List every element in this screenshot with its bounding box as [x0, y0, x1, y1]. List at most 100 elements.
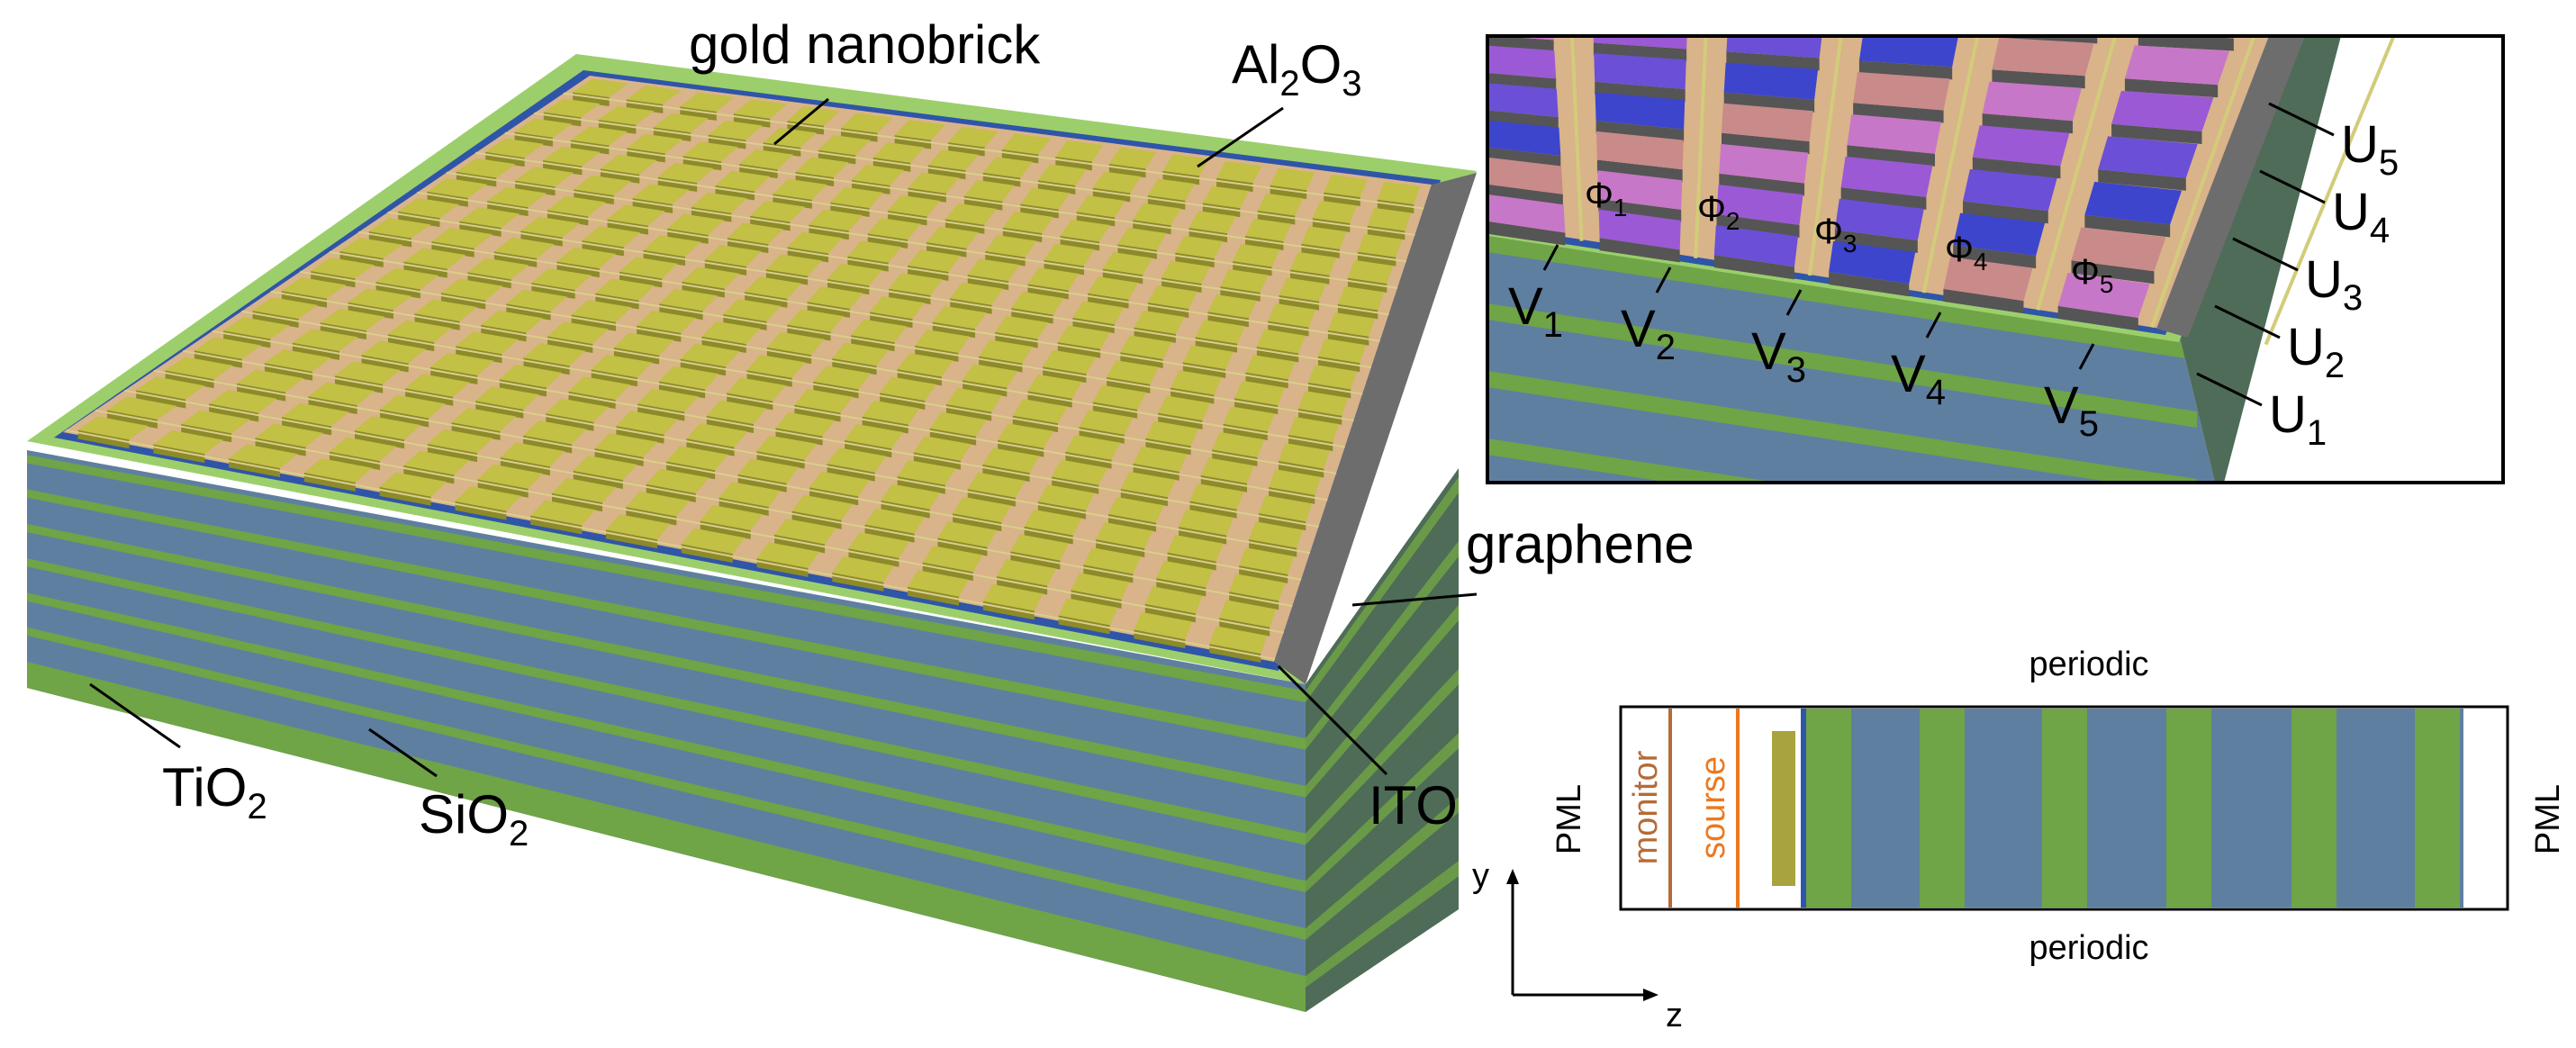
inset-brick-side [1972, 157, 2061, 179]
nanobrick [1259, 495, 1313, 522]
tio2-side-stripe [1306, 668, 1459, 845]
axes: y z [1472, 857, 1683, 1034]
inset-nanobrick [1487, 157, 1563, 194]
nanobrick [1083, 547, 1142, 574]
inset-nanobrick [1452, 0, 1551, 2]
nanobrick [292, 329, 358, 351]
label-gold-nanobrick: gold nanobrick [689, 14, 1041, 75]
nanobrick [626, 86, 682, 104]
inset-nanobrick [2192, 36, 2235, 39]
nanobrick [574, 175, 632, 196]
nanobrick [1216, 160, 1262, 184]
nanobrick [571, 300, 632, 322]
nanobrick [1055, 140, 1104, 162]
nanobrick [355, 416, 421, 440]
nanobrick [1147, 178, 1195, 201]
nanobrick [1209, 626, 1267, 654]
nanobrick [282, 402, 349, 427]
nanobrick [963, 180, 1015, 202]
nanobrick [451, 407, 517, 431]
nanobrick [1092, 171, 1141, 194]
nanobrick [456, 331, 519, 355]
inset-frame [1486, 34, 2505, 484]
inset-electrode [1694, 36, 1708, 258]
main-labels: gold nanobrick Al2O3 graphene ITO TiO2 S… [89, 14, 1695, 854]
nanobrick [715, 170, 771, 192]
label-phi-4: Φ4 [1945, 230, 1988, 276]
v-leader [1925, 312, 1942, 339]
nanobrick [841, 113, 893, 133]
inset-brick-side [1840, 187, 1927, 210]
nanobrick [1107, 360, 1160, 384]
nanobrick [456, 158, 516, 178]
nanobrick [531, 268, 592, 290]
nanobrick [889, 273, 944, 295]
nanobrick [1001, 133, 1051, 155]
nanobrick [506, 289, 567, 312]
inset-nanobrick [2124, 45, 2230, 86]
nanobrick [388, 320, 452, 343]
label-source: sourse [1695, 756, 1732, 859]
inset-brick-side [1963, 201, 2048, 224]
sim-tio2-layer [1920, 709, 1965, 908]
inset-nanobrick [1487, 83, 1559, 118]
nanobrick [827, 447, 887, 473]
nanobrick [982, 583, 1044, 611]
nanobrick [568, 376, 631, 401]
inset-nanobrick [1597, 170, 1683, 210]
nanobrick [1234, 380, 1286, 406]
nanobrick [523, 420, 587, 445]
inset-nanobrick [1592, 0, 1689, 9]
nanobrick [632, 184, 690, 204]
nanobrick [1088, 276, 1139, 300]
nanobrick [582, 226, 641, 248]
nanobrick [950, 282, 1004, 305]
inset-brick-side [1943, 288, 2024, 314]
nanobrick [595, 278, 655, 301]
nanobrick [165, 357, 233, 380]
nanobrick [1244, 218, 1292, 241]
nanobrick [485, 138, 544, 158]
nanobrick [967, 258, 1020, 282]
graphene-layer [1274, 173, 1477, 684]
inset-nanobrick [2098, 136, 2198, 178]
simulation-domain: periodic periodic PML PML monitor sourse… [1472, 646, 2567, 1034]
nanobrick [701, 321, 761, 345]
nanobrick [1179, 509, 1234, 536]
block-front-face [27, 450, 1306, 1012]
nanobrick [926, 226, 979, 248]
inset-nanobrick [1858, 36, 1958, 68]
inset-brick-side [1456, 0, 1551, 14]
nanobrick [1288, 417, 1340, 443]
nanobrick [1079, 410, 1134, 435]
nanobrick [727, 222, 783, 245]
nanobrick [1268, 303, 1316, 328]
nanobrick [818, 135, 871, 156]
inset-nanobrick [2111, 90, 2214, 132]
nanobrick [403, 450, 470, 475]
nanobrick [229, 444, 298, 468]
inset-nanobrick [1866, 0, 1967, 23]
nanobrick [637, 388, 699, 412]
nanobrick [1120, 471, 1176, 498]
nanobrick [1076, 195, 1125, 218]
nanobrick [775, 411, 836, 437]
nanobrick [252, 297, 319, 320]
nanobrick [1162, 154, 1209, 176]
nanobrick [653, 113, 709, 133]
nanobrick [1071, 573, 1130, 600]
inset-tio2-stripe [1487, 236, 2197, 360]
inset-brick-side [1595, 81, 1686, 102]
nanobrick [847, 240, 902, 263]
nanobrick [807, 286, 863, 309]
nanobrick [851, 319, 908, 343]
nanobrick [948, 126, 999, 148]
nanobrick [937, 520, 998, 547]
inset-brick-side [1599, 238, 1680, 263]
inset-brick-side [1593, 4, 1688, 22]
inset-nanobrick [1716, 184, 1803, 225]
inset-brick-side [1719, 173, 1805, 196]
nanobrick [1102, 252, 1152, 276]
nanobrick [646, 468, 710, 493]
tio2-side-stripe [1306, 540, 1459, 750]
